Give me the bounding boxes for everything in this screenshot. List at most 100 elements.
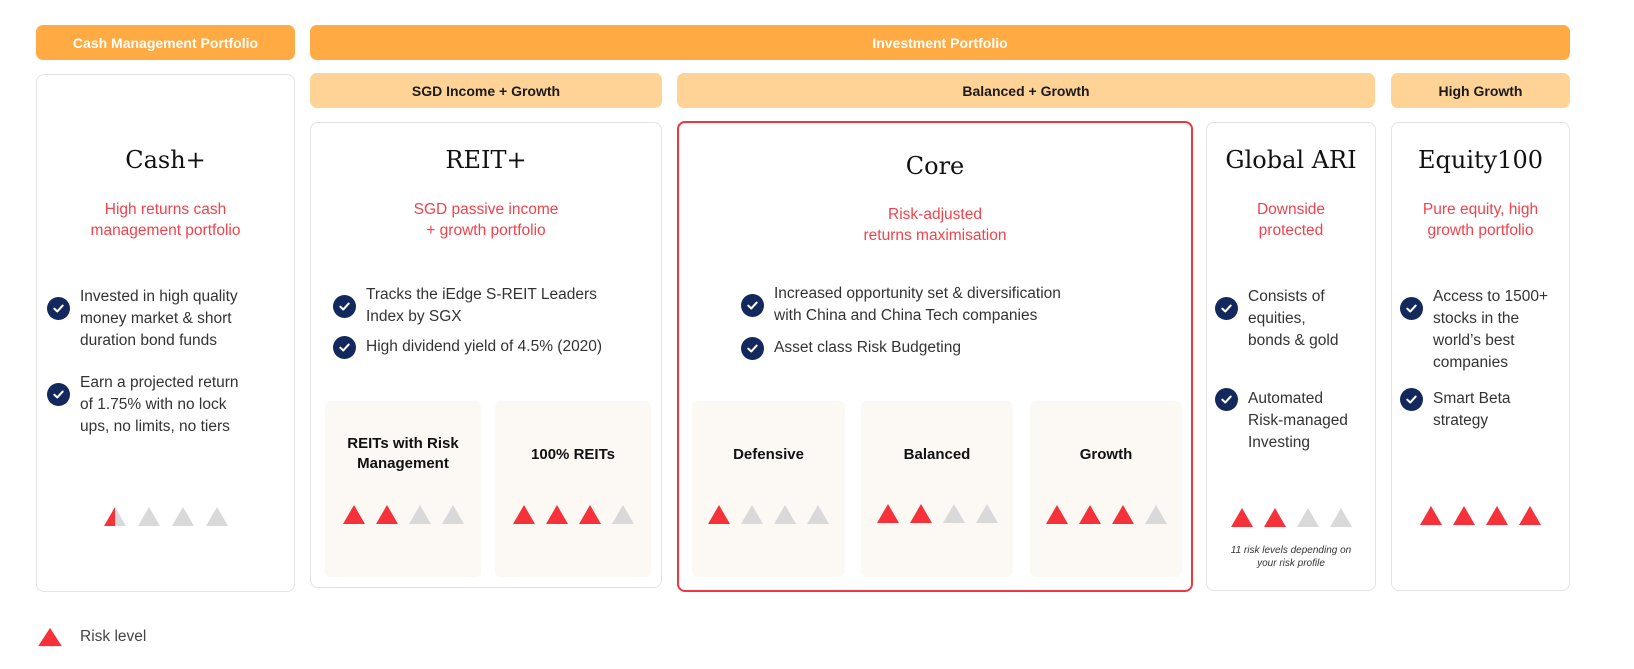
card-subtitle: Pure equity, high growth portfolio [1422, 201, 1539, 239]
risk-triangle-icon [975, 504, 998, 523]
card-title: Cash+ [125, 146, 206, 174]
bullet-text: Access to 1500+ stocks in the world’s be… [1433, 288, 1549, 371]
card-title: Global ARI [1225, 146, 1357, 174]
risk-level-indicator [692, 505, 845, 524]
global-ari-card[interactable]: Global ARI Downside protected Consists o… [1206, 122, 1376, 591]
risk-triangle-icon [876, 504, 899, 523]
risk-level-indicator [1207, 508, 1375, 527]
check-icon [47, 297, 70, 320]
high-growth-banner: High Growth [1391, 73, 1570, 108]
risk-triangle-icon [1453, 506, 1475, 525]
panel-label: REITs with Risk Management [347, 435, 459, 472]
cash-plus-card[interactable]: Cash+ High returns cash management portf… [36, 74, 295, 592]
risk-level-indicator [37, 507, 294, 526]
sgd-income-growth-banner: SGD Income + Growth [310, 73, 662, 108]
risk-triangle-icon [807, 505, 829, 524]
risk-triangle-icon [1111, 505, 1134, 524]
risk-triangle-icon [171, 507, 194, 526]
risk-triangle-icon [942, 504, 965, 523]
risk-triangle-icon [1519, 506, 1541, 525]
bullet-list: Increased opportunity set & diversificat… [741, 283, 1181, 360]
bullet-text: Invested in high quality money market & … [80, 288, 238, 349]
risk-triangle-icon [1420, 506, 1442, 525]
risk-triangle-icon [375, 505, 398, 524]
balanced-panel[interactable]: Balanced [861, 401, 1013, 577]
risk-triangle-icon [512, 505, 535, 524]
risk-triangle-icon [774, 505, 796, 524]
risk-triangle-icon [441, 505, 464, 524]
bullet-item: Increased opportunity set & diversificat… [741, 283, 1181, 327]
risk-triangle-icon [741, 505, 763, 524]
check-icon [741, 337, 764, 360]
investment-portfolio-banner: Investment Portfolio [310, 25, 1570, 60]
bullet-item: Invested in high quality money market & … [47, 286, 288, 352]
bullet-text: Consists of equities, bonds & gold [1248, 288, 1339, 349]
bullet-item: Access to 1500+ stocks in the world’s be… [1400, 286, 1567, 374]
bullet-text: Tracks the iEdge S-REIT Leaders Index by… [366, 286, 597, 325]
panel-label: 100% REITs [531, 446, 615, 463]
bullet-item: Tracks the iEdge S-REIT Leaders Index by… [333, 284, 655, 328]
card-subtitle: High returns cash management portfolio [90, 201, 241, 239]
risk-level-indicator [861, 504, 1013, 523]
risk-triangle-icon [342, 505, 365, 524]
risk-triangle-icon [1230, 508, 1253, 527]
risk-triangle-icon [1045, 505, 1068, 524]
check-icon [333, 336, 356, 359]
check-icon [333, 295, 356, 318]
growth-panel[interactable]: Growth [1030, 401, 1182, 577]
check-icon [1215, 388, 1238, 411]
risk-triangle-icon [408, 505, 431, 524]
risk-level-indicator [1030, 505, 1182, 524]
bullet-item: Earn a projected return of 1.75% with no… [47, 372, 288, 438]
bullet-item: Automated Risk-managed Investing [1215, 388, 1373, 454]
card-title: Equity100 [1417, 146, 1544, 174]
bullet-item: High dividend yield of 4.5% (2020) [333, 336, 655, 359]
panel-label: Growth [1079, 446, 1133, 463]
card-subtitle: Downside protected [1256, 201, 1326, 239]
risk-triangle-icon [1263, 508, 1286, 527]
risk-triangle-icon [103, 507, 126, 526]
legend-label: Risk level [80, 628, 147, 645]
risk-triangle-icon [1144, 505, 1167, 524]
check-icon [1400, 297, 1423, 320]
bullet-item: Consists of equities, bonds & gold [1215, 286, 1373, 352]
bullet-text: High dividend yield of 4.5% (2020) [366, 338, 603, 355]
panel-label: Balanced [903, 446, 971, 463]
cash-management-banner: Cash Management Portfolio [36, 25, 295, 60]
risk-triangle-icon [1078, 505, 1101, 524]
defensive-panel[interactable]: Defensive [692, 401, 845, 577]
risk-legend: Risk level [36, 627, 146, 647]
bullet-item: Asset class Risk Budgeting [741, 337, 1181, 360]
equity100-card[interactable]: Equity100 Pure equity, high growth portf… [1391, 122, 1570, 591]
card-subtitle: SGD passive income + growth portfolio [413, 201, 559, 239]
risk-triangle-icon [545, 505, 568, 524]
risk-triangle-icon [205, 507, 228, 526]
bullet-text: Asset class Risk Budgeting [774, 339, 961, 356]
risk-triangle-icon [1329, 508, 1352, 527]
bullet-list: Tracks the iEdge S-REIT Leaders Index by… [333, 284, 655, 359]
card-title: REIT+ [445, 146, 527, 174]
risk-level-indicator [495, 505, 651, 524]
bullet-text: Automated Risk-managed Investing [1248, 390, 1348, 451]
check-icon [1400, 388, 1423, 411]
100-reits-panel[interactable]: 100% REITs [495, 401, 651, 577]
check-icon [741, 294, 764, 317]
risk-level-indicator [325, 505, 481, 524]
risk-triangle-icon [1486, 506, 1508, 525]
bullet-list: Access to 1500+ stocks in the world’s be… [1400, 286, 1567, 432]
risk-triangle-icon [578, 505, 601, 524]
card-title: Core [905, 152, 965, 180]
reits-risk-management-panel[interactable]: REITs with Risk Management [325, 401, 481, 577]
bullet-text: Increased opportunity set & diversificat… [774, 285, 1061, 324]
balanced-growth-banner: Balanced + Growth [677, 73, 1375, 108]
bullet-item: Smart Beta strategy [1400, 388, 1567, 432]
check-icon [1215, 297, 1238, 320]
risk-note: 11 risk levels depending on your risk pr… [1230, 545, 1352, 569]
risk-triangle-icon [708, 505, 730, 524]
bullet-text: Earn a projected return of 1.75% with no… [80, 374, 239, 435]
check-icon [47, 383, 70, 406]
risk-triangle-icon [909, 504, 932, 523]
risk-triangle-icon [137, 507, 160, 526]
risk-triangle-icon [1296, 508, 1319, 527]
bullet-list: Invested in high quality money market & … [47, 286, 288, 438]
